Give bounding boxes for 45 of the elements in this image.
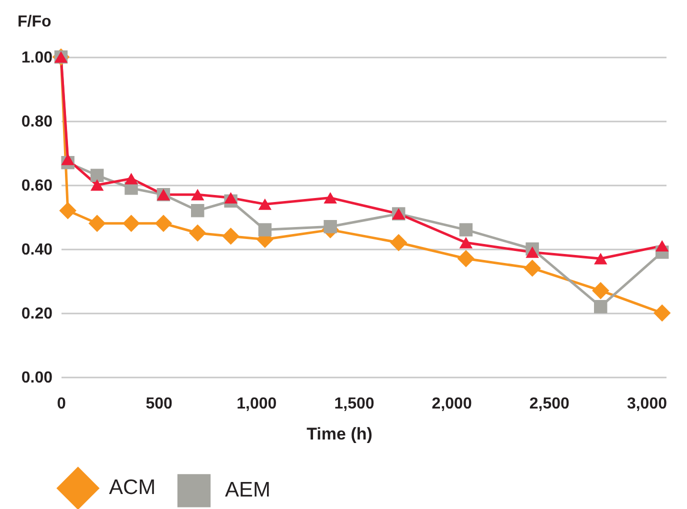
point — [90, 168, 104, 182]
point — [191, 204, 204, 218]
x-axis-title: Time (h) — [306, 424, 372, 444]
point — [122, 214, 140, 232]
point — [592, 282, 610, 300]
point — [457, 250, 475, 268]
point — [191, 188, 204, 200]
x-tick-label: 500 — [146, 396, 173, 412]
y-tick-label: 0.40 — [21, 242, 53, 258]
point — [654, 304, 671, 322]
y-tick-label: 0.80 — [21, 114, 53, 130]
y-axis-title: F/Fo — [18, 14, 52, 30]
point — [258, 198, 272, 210]
point — [224, 192, 238, 204]
point — [526, 246, 539, 258]
point — [88, 214, 106, 232]
point — [61, 154, 74, 166]
point — [59, 202, 76, 220]
x-tick-label: 3,000 — [626, 396, 668, 412]
point — [324, 220, 337, 234]
legend-label: AEM — [225, 478, 271, 502]
x-tick-label: 0 — [57, 396, 66, 412]
point — [124, 172, 138, 184]
x-tick-label: 2,500 — [529, 396, 570, 412]
point — [258, 223, 272, 236]
point — [189, 224, 206, 242]
point — [459, 223, 473, 236]
point — [594, 300, 608, 314]
legend-label: ACM — [109, 476, 156, 500]
x-tick-label: 1,000 — [236, 396, 277, 412]
point — [390, 234, 408, 252]
point — [655, 240, 669, 252]
point — [459, 236, 473, 248]
point — [594, 252, 608, 264]
y-tick-label: 0.00 — [21, 370, 53, 386]
point — [524, 260, 541, 277]
point — [324, 192, 337, 204]
point — [90, 179, 104, 191]
y-tick-label: 1.00 — [21, 50, 53, 66]
x-tick-label: 1,500 — [334, 396, 374, 412]
y-tick-label: 0.20 — [21, 306, 53, 322]
x-tick-label: 2,000 — [432, 396, 472, 412]
point — [154, 214, 172, 232]
point — [222, 228, 240, 245]
y-tick-label: 0.60 — [21, 178, 53, 194]
